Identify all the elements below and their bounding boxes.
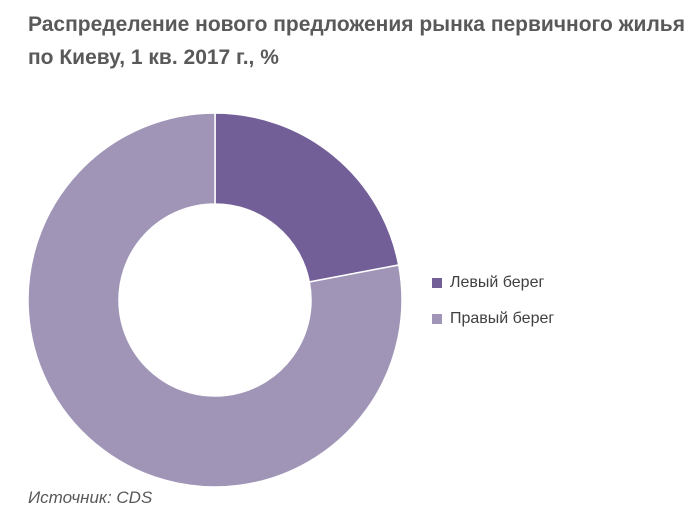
legend-label: Левый берег (450, 274, 545, 291)
source-note: Источник: CDS (28, 488, 153, 507)
legend-item-2: Правый берег (432, 306, 554, 332)
donut-slice-1 (214, 112, 400, 283)
legend-item-1: Левый берег (432, 270, 554, 296)
legend-swatch (432, 314, 442, 324)
chart-title: Распределение нового предложения рынка п… (28, 13, 685, 69)
legend-label: Правый берег (450, 310, 555, 327)
legend-swatch (432, 278, 442, 288)
donut-slice-2 (27, 112, 403, 488)
chart-legend: Левый берег Правый берег (432, 270, 554, 342)
